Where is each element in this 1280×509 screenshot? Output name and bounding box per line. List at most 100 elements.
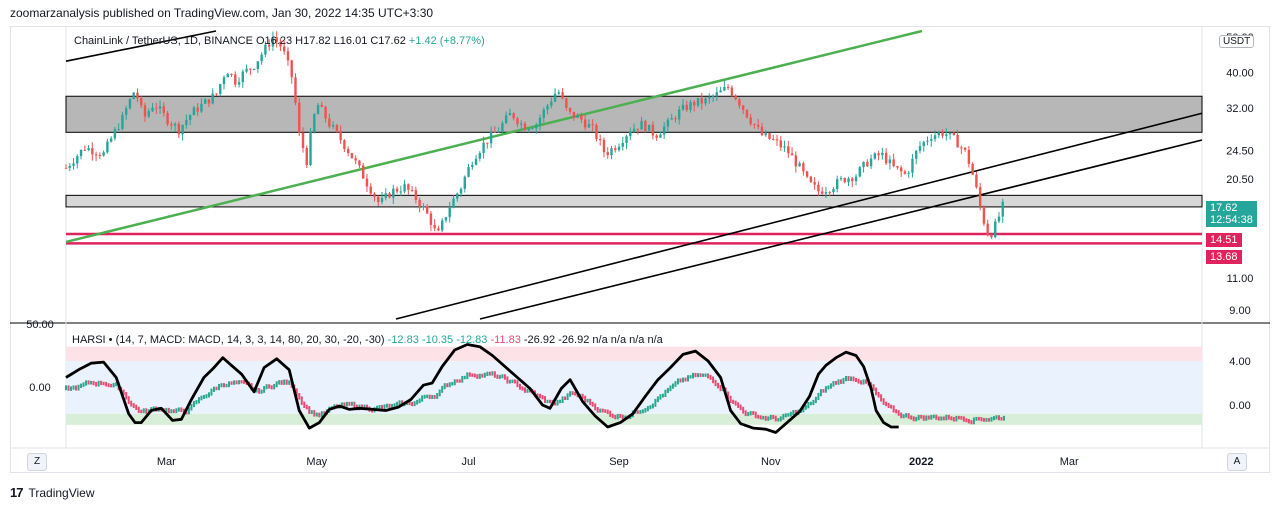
harsi-candle	[381, 404, 384, 410]
candle-body	[211, 93, 214, 104]
candle-body	[343, 140, 346, 149]
harsi-candle	[451, 381, 454, 386]
candle-body	[975, 174, 978, 188]
candle-body	[98, 154, 102, 156]
candle-body	[196, 107, 199, 112]
harsi-candle	[458, 379, 461, 383]
candle-body	[674, 118, 677, 120]
harsi-candle	[137, 406, 140, 413]
candle-body	[828, 192, 831, 194]
candle-body	[726, 87, 730, 89]
harsi-candle	[112, 382, 115, 388]
harsi-candle	[895, 409, 898, 414]
harsi-candle	[268, 384, 271, 389]
harsi-candle	[747, 412, 750, 417]
candle-body	[392, 188, 395, 198]
candle-body	[715, 92, 719, 97]
candle-body	[444, 217, 448, 221]
zoom-button[interactable]: Z	[27, 453, 47, 471]
harsi-candle	[702, 373, 705, 377]
harsi-candle	[945, 414, 948, 421]
candle-body	[696, 98, 700, 106]
candle-body	[339, 130, 342, 141]
level-tag-2: 13.68	[1206, 250, 1242, 264]
candle-body	[136, 92, 139, 99]
candle-body	[636, 128, 640, 130]
candle-body	[896, 166, 899, 168]
harsi-candle	[704, 373, 707, 377]
symbol-legend[interactable]: ChainLink / TetherUS, 1D, BINANCE O16.23…	[74, 35, 485, 47]
indicator-value-6: -26.92	[558, 334, 590, 346]
harsi-candle	[902, 414, 905, 419]
harsi-candle	[443, 383, 446, 390]
candle-body	[790, 153, 794, 156]
auto-scale-button[interactable]: A	[1227, 453, 1247, 471]
harsi-candle	[446, 383, 449, 388]
osc-axis-label: 4.00	[1229, 356, 1250, 368]
indicator-legend[interactable]: HARSI • (14, 7, MACD: MACD, 14, 3, 3, 14…	[72, 334, 663, 346]
candle-body	[331, 125, 335, 127]
time-axis-label: May	[306, 456, 327, 468]
candle-body	[933, 135, 937, 140]
harsi-candle	[283, 379, 286, 385]
harsi-candle	[238, 380, 241, 385]
candle-body	[550, 101, 553, 106]
candle-body	[117, 129, 120, 131]
harsi-candle	[714, 379, 717, 387]
candle-body	[508, 113, 512, 116]
harsi-candle	[616, 413, 619, 420]
harsi-candle	[192, 400, 195, 408]
harsi-candle	[694, 372, 697, 378]
tradingview-logo-icon[interactable]: 17	[10, 485, 24, 500]
harsi-candle	[654, 398, 657, 407]
harsi-candle	[152, 406, 155, 411]
candle-body	[809, 176, 813, 183]
harsi-candle	[644, 407, 647, 413]
harsi-candle	[240, 380, 243, 384]
candle-body	[459, 188, 463, 194]
harsi-candle	[315, 412, 318, 417]
harsi-candle	[130, 400, 133, 407]
harsi-candle	[401, 400, 404, 407]
candle-body	[888, 159, 892, 164]
harsi-candle	[900, 412, 903, 419]
harsi-candle	[917, 414, 920, 421]
harsi-candle	[305, 404, 308, 410]
harsi-candle	[910, 415, 913, 420]
harsi-candle	[769, 414, 772, 420]
harsi-candle	[681, 377, 684, 383]
harsi-candle	[486, 371, 489, 377]
harsi-candle	[727, 391, 730, 400]
harsi-candle	[260, 389, 263, 394]
footer-brand[interactable]: TradingView	[28, 485, 95, 500]
harsi-candle	[897, 410, 900, 416]
candle-body	[147, 111, 150, 117]
harsi-candle	[145, 408, 148, 414]
candle-body	[478, 153, 482, 159]
harsi-candle	[303, 401, 306, 409]
harsi-candle	[411, 401, 414, 407]
candle-body	[324, 106, 327, 119]
candle-body	[899, 167, 903, 172]
candle-body	[294, 77, 297, 103]
harsi-candle	[819, 389, 822, 397]
harsi-candle	[764, 415, 767, 421]
candle-body	[516, 118, 519, 125]
candle-body	[91, 148, 94, 155]
candle-body	[448, 207, 451, 218]
candle-body	[501, 123, 504, 132]
candle-body	[203, 99, 207, 104]
symbol-pair: ChainLink / TetherUS, 1D, BINANCE	[74, 35, 253, 47]
currency-label[interactable]: USDT	[1219, 35, 1255, 48]
harsi-candle	[501, 374, 504, 379]
harsi-candle	[180, 407, 183, 412]
candle-body	[576, 115, 579, 118]
candle-body	[290, 60, 293, 78]
candle-body	[617, 146, 621, 151]
publish-header: zoomarzanalysis published on TradingView…	[10, 6, 434, 20]
harsi-candle	[804, 405, 807, 410]
candle-body	[632, 128, 636, 132]
candle-body	[764, 133, 767, 136]
last-price: 17.62	[1210, 202, 1238, 214]
